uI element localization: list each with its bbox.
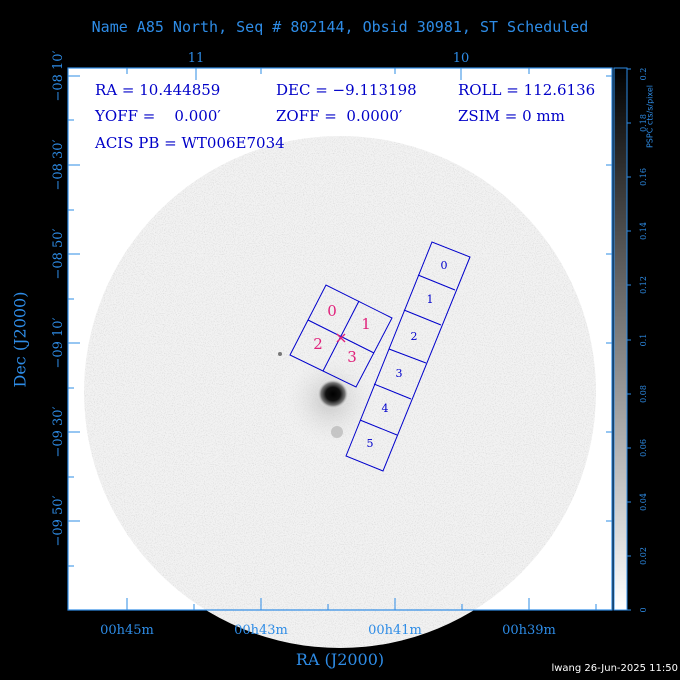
acis-s-label: 2 — [411, 330, 418, 343]
acis-i-label: 3 — [347, 348, 357, 366]
y-tick-label: −08 10′ — [51, 50, 66, 101]
y-tick-label: −09 30′ — [51, 406, 66, 457]
faint-source — [278, 352, 282, 356]
acis-s-divider — [417, 274, 456, 291]
x-tick-label: 00h39m — [502, 623, 556, 638]
acis-i-array — [289, 284, 393, 388]
acis-s-divider — [373, 383, 412, 400]
y-axis-title: Dec (J2000) — [10, 291, 30, 388]
x-axis-title: RA (J2000) — [295, 650, 385, 669]
acis-s-divider — [403, 309, 442, 326]
ra-value: RA = 10.444859 — [95, 81, 220, 99]
acis-s-label: 1 — [427, 293, 434, 306]
yoff-value: YOFF = 0.000′ — [94, 107, 221, 125]
colorbar-tick-label: 0.08 — [639, 385, 648, 403]
aimpoint-marker — [336, 333, 346, 343]
acis-s-label: 4 — [382, 402, 389, 415]
acis-s-outline — [345, 241, 471, 472]
top-tick-label: 11 — [188, 51, 205, 66]
colorbar-title: PSPC cts/s/pixel — [645, 84, 655, 149]
acis-s-label: 5 — [367, 437, 374, 450]
colorbar-tick-label: 0.06 — [639, 439, 648, 457]
acis-i-label: 0 — [327, 302, 337, 320]
acis-s-divider — [359, 419, 398, 436]
acis-s-array — [345, 241, 471, 472]
dec-value: DEC = −9.113198 — [276, 81, 417, 99]
colorbar-tick-label: 0.1 — [639, 334, 648, 347]
acis-pb-value: ACIS PB = WT006E7034 — [94, 134, 285, 152]
x-tick-label: 00h43m — [234, 623, 288, 638]
y-tick-label: −09 10′ — [51, 317, 66, 368]
bright-source — [317, 379, 349, 409]
zsim-value: ZSIM = 0 mm — [458, 107, 565, 125]
x-tick-label: 00h45m — [100, 623, 154, 638]
tick-marks — [68, 68, 612, 610]
top-tick-label: 10 — [453, 51, 470, 66]
roll-value: ROLL = 112.6136 — [458, 81, 595, 99]
y-tick-label: −09 50′ — [51, 495, 66, 546]
acis-i-outline — [289, 284, 393, 388]
colorbar-tick-label: 0.14 — [639, 222, 648, 240]
acis-i-label: 2 — [313, 335, 323, 353]
colorbar-tick-label: 0.2 — [639, 68, 648, 81]
colorbar-tick-label: 0.04 — [639, 493, 648, 511]
plot-title: Name A85 North, Seq # 802144, Obsid 3098… — [91, 18, 589, 36]
y-tick-label: −08 30′ — [51, 139, 66, 190]
colorbar-tick-label: 0.12 — [639, 276, 648, 294]
acis-i-label: 1 — [361, 315, 371, 333]
acis-s-label: 3 — [396, 367, 403, 380]
colorbar-tick-label: 0.18 — [639, 114, 648, 132]
acis-i-divider — [322, 300, 360, 372]
colorbar — [613, 67, 628, 611]
colorbar-ticks: 0 0.02 0.04 0.06 0.08 0.1 0.12 0.14 0.16… — [639, 68, 648, 613]
y-tick-label: −08 50′ — [51, 228, 66, 279]
zoff-value: ZOFF = 0.0000′ — [276, 107, 403, 125]
colorbar-tick-label: 0.16 — [639, 168, 648, 186]
acis-s-label: 0 — [441, 259, 448, 272]
colorbar-tick-label: 0 — [639, 607, 648, 612]
acis-s-divider — [388, 348, 427, 364]
plot-frame — [67, 67, 613, 611]
timestamp-footer: lwang 26-Jun-2025 11:50 — [551, 663, 678, 674]
colorbar-tick-label: 0.02 — [639, 547, 648, 565]
x-tick-label: 00h41m — [368, 623, 422, 638]
pointing-info: RA = 10.444859 DEC = −9.113198 ROLL = 11… — [94, 81, 595, 152]
faint-source — [331, 426, 343, 438]
